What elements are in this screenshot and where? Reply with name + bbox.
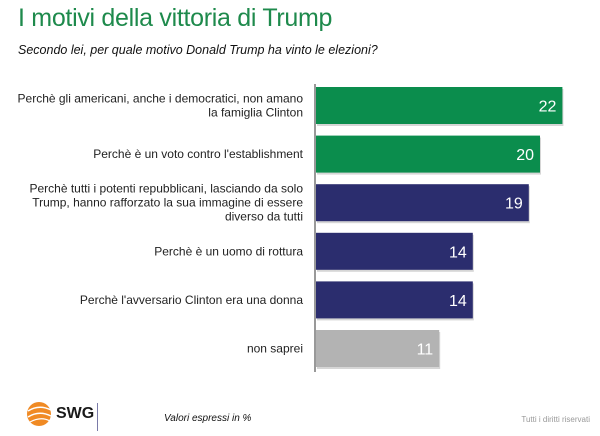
value-label: 19 [505,196,523,213]
value-label: 22 [539,99,557,116]
value-label: 14 [449,293,467,310]
value-label: 20 [516,147,534,164]
rights-text: Tutti i diritti riservati [521,415,590,424]
bar-chart: 22 Perchè gli americani, anche i democrat… [18,84,564,372]
category-label: Perchè è un voto contro l'establishment [93,147,303,161]
category-label: Perchè l'avversario Clinton era una donn… [80,293,303,307]
value-label: 14 [449,244,467,261]
value-label: 11 [417,342,434,359]
category-label: Trump, hanno rafforzato la sua immagine … [32,196,303,210]
category-label: la famiglia Clinton [208,106,303,120]
footer-divider [97,403,98,431]
swg-logo-icon [27,402,52,426]
category-label: Perchè è un uomo di rottura [154,244,303,258]
bar-0 [316,87,563,124]
category-label: diverso da tutti [225,210,303,224]
footer-note: Valori espressi in % [164,413,252,424]
bar-3 [316,232,473,270]
category-label: Perchè tutti i potenti repubblicani, las… [29,182,303,196]
category-label: Perchè gli americani, anche i democratic… [18,92,304,106]
bar-5 [316,330,440,367]
bar-2 [316,184,529,222]
brand-name: SWG [56,405,95,422]
bar-1 [316,135,540,173]
category-label: non saprei [247,342,303,356]
chart-subtitle: Secondo lei, per quale motivo Donald Tru… [18,43,378,57]
bar-4 [316,281,473,319]
page-title: I motivi della vittoria di Trump [18,4,333,32]
